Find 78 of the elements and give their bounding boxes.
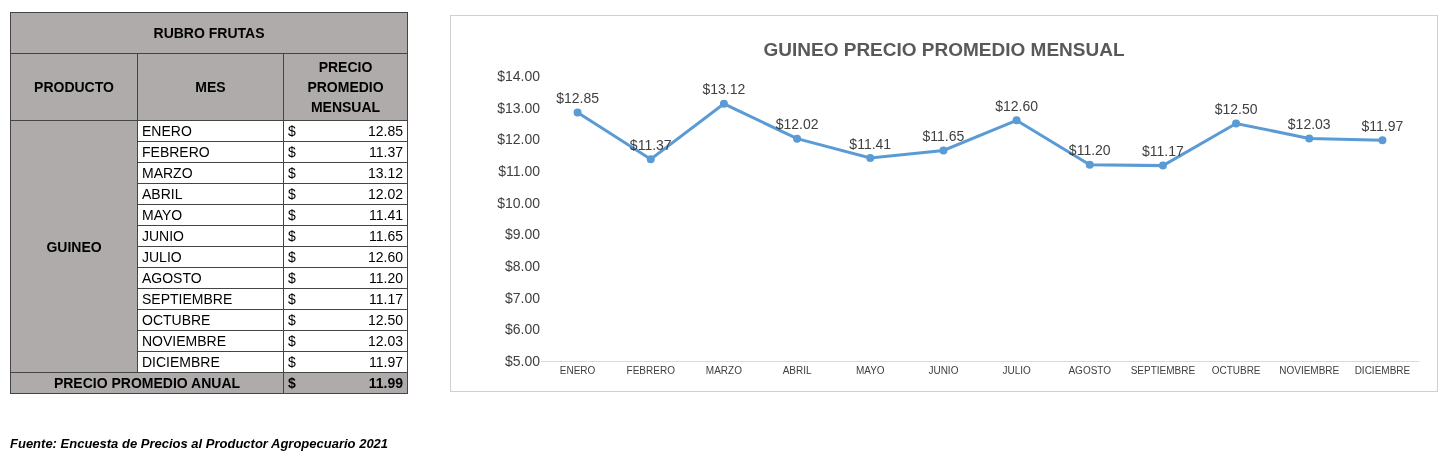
data-label: $11.37 bbox=[629, 136, 672, 153]
y-tick-label: $14.00 bbox=[497, 67, 541, 84]
text: $ 12.85 bbox=[288, 123, 404, 139]
point bbox=[1012, 116, 1021, 125]
category-label: FEBRERO bbox=[137, 141, 284, 163]
data-label: $11.41 bbox=[849, 135, 892, 152]
category-label: AGOSTO bbox=[137, 267, 284, 289]
data-label: $12.60 bbox=[995, 97, 1039, 114]
x-tick-label: MARZO bbox=[705, 365, 743, 376]
point bbox=[1158, 161, 1167, 170]
text: $ 12.50 bbox=[288, 312, 404, 328]
text: $ 11.97 bbox=[288, 354, 404, 370]
category-label: NOVIEMBRE bbox=[137, 330, 284, 352]
category-label: ENERO bbox=[137, 120, 284, 142]
x-tick-label: AGOSTO bbox=[1068, 365, 1112, 376]
y-tick-label: $10.00 bbox=[497, 194, 541, 211]
text: $ 12.60 bbox=[288, 249, 404, 265]
category-label: MARZO bbox=[137, 162, 284, 184]
y-tick-label: $5.00 bbox=[504, 352, 541, 369]
category-label: JUNIO bbox=[137, 225, 284, 247]
text: MES bbox=[137, 53, 284, 121]
point bbox=[719, 99, 728, 108]
text: $ 13.12 bbox=[288, 165, 404, 181]
data-label: $11.17 bbox=[1142, 143, 1185, 160]
y-tick-label: $11.00 bbox=[498, 162, 541, 179]
y-tick-label: $13.00 bbox=[497, 99, 541, 116]
text: RUBRO FRUTAS bbox=[10, 12, 408, 54]
x-tick-label: DICIEMBRE bbox=[1354, 365, 1411, 376]
text: $ 12.03 bbox=[288, 333, 404, 349]
data-label: $12.03 bbox=[1287, 115, 1331, 132]
x-tick-label: JULIO bbox=[1002, 365, 1031, 376]
data-label: $12.85 bbox=[556, 89, 600, 106]
data-label: $11.20 bbox=[1068, 142, 1111, 159]
data-label: $11.65 bbox=[922, 127, 965, 144]
text: $ 11.99 bbox=[288, 375, 404, 391]
text: $ 11.41 bbox=[288, 207, 404, 223]
y-tick-label: $8.00 bbox=[504, 257, 541, 274]
point bbox=[1305, 134, 1314, 143]
category-label: SEPTIEMBRE bbox=[137, 288, 284, 310]
x-tick-label: OCTUBRE bbox=[1211, 365, 1261, 376]
y-tick-label: $9.00 bbox=[504, 226, 541, 243]
y-tick-label: $6.00 bbox=[504, 321, 541, 338]
text: PRECIO PROMEDIO MENSUAL bbox=[283, 53, 408, 121]
text: $ 11.37 bbox=[288, 144, 404, 160]
point bbox=[793, 134, 802, 143]
text: $ 11.65 bbox=[288, 228, 404, 244]
text: $ 12.02 bbox=[288, 186, 404, 202]
x-tick-label: ABRIL bbox=[782, 365, 812, 376]
data-label: $12.50 bbox=[1214, 101, 1258, 117]
data-label: $13.12 bbox=[702, 81, 746, 98]
text: $ 11.17 bbox=[288, 291, 404, 307]
point bbox=[1232, 119, 1241, 128]
point bbox=[1085, 160, 1094, 169]
point bbox=[573, 108, 582, 117]
x-tick-label: SEPTIEMBRE bbox=[1130, 365, 1196, 376]
text: $ 11.20 bbox=[288, 270, 404, 286]
category-label: JULIO bbox=[137, 246, 284, 268]
point bbox=[866, 154, 875, 163]
x-tick-label: ENERO bbox=[559, 365, 596, 376]
text: GUINEO bbox=[10, 120, 138, 373]
point bbox=[1378, 136, 1387, 145]
category-label: OCTUBRE bbox=[137, 309, 284, 331]
category-label: ABRIL bbox=[137, 183, 284, 205]
point bbox=[646, 155, 655, 164]
data-label: $11.97 bbox=[1361, 117, 1404, 134]
x-tick-label: FEBRERO bbox=[626, 365, 676, 376]
chart-title: GUINEO PRECIO PROMEDIO MENSUAL bbox=[763, 38, 1125, 60]
x-tick-label: JUNIO bbox=[928, 365, 959, 376]
data-label: $12.02 bbox=[775, 116, 819, 133]
point bbox=[939, 146, 948, 155]
category-label: MAYO bbox=[137, 204, 284, 226]
y-tick-label: $7.00 bbox=[504, 289, 541, 306]
x-tick-label: NOVIEMBRE bbox=[1279, 365, 1340, 376]
x-tick-label: MAYO bbox=[855, 365, 885, 376]
text: PRECIO PROMEDIO ANUAL bbox=[10, 372, 284, 394]
text: PRODUCTO bbox=[10, 53, 138, 121]
source-note: Fuente: Encuesta de Precios al Productor Agropecuario 2021 bbox=[10, 436, 389, 451]
y-tick-label: $12.00 bbox=[497, 131, 541, 148]
